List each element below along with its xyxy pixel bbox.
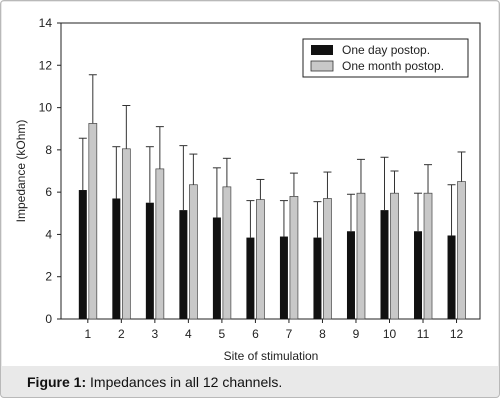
bar-one-day-site-6	[246, 237, 255, 319]
x-tick-label: 11	[417, 327, 430, 341]
y-tick-label: 6	[45, 185, 52, 199]
bar-one-day-site-11	[414, 231, 423, 319]
caption-label: Figure 1:	[27, 374, 87, 390]
x-tick-label: 7	[286, 327, 293, 341]
bar-one-month-site-7	[289, 196, 299, 320]
x-tick-label: 3	[152, 327, 159, 341]
bar-one-month-site-4	[189, 184, 198, 320]
y-tick-label: 2	[45, 270, 52, 284]
x-tick-label: 6	[252, 327, 259, 341]
legend-label-one-month: One month postop.	[342, 59, 444, 73]
bar-one-month-site-9	[356, 192, 366, 320]
bar-one-month-site-10	[390, 192, 399, 320]
caption-text: Impedances in all 12 channels.	[86, 374, 283, 390]
y-tick-label: 12	[39, 58, 53, 72]
x-tick-label: 5	[219, 327, 226, 341]
chart-panel: 0 2 4 6 8 10 12 14 1 2 3 4 5 6 7 8 9 10 11 12 Impedance (k…	[2, 2, 498, 366]
y-tick-label: 0	[45, 312, 52, 326]
legend-swatch-one-month	[310, 60, 334, 72]
x-tick-label: 9	[353, 327, 360, 341]
bar-one-month-site-8	[323, 198, 332, 320]
bar-one-day-site-10	[380, 210, 389, 319]
x-tick-label: 10	[383, 327, 397, 341]
legend: One day postop. One month postop.	[302, 38, 469, 78]
y-tick-label: 10	[39, 101, 53, 115]
bar-one-day-site-9	[346, 231, 355, 319]
bar-one-month-site-3	[155, 168, 165, 320]
bar-one-day-site-8	[313, 237, 322, 319]
x-tick-label: 1	[84, 327, 91, 341]
bar-one-month-site-5	[222, 186, 232, 320]
bar-one-day-site-7	[279, 236, 288, 319]
bar-one-day-site-12	[447, 235, 456, 319]
x-tick-label: 2	[118, 327, 125, 341]
x-tick-label: 8	[319, 327, 326, 341]
legend-swatch-one-day	[311, 45, 333, 55]
x-tick-label: 4	[185, 327, 192, 341]
x-tick-label: 12	[450, 327, 464, 341]
bar-one-day-site-5	[212, 217, 221, 319]
bar-one-month-site-12	[457, 181, 466, 320]
y-axis-label: Impedance (kOhm)	[14, 120, 28, 223]
bar-one-day-site-2	[112, 198, 121, 319]
bar-one-month-site-6	[256, 199, 265, 320]
bar-one-day-site-1	[78, 190, 87, 319]
bar-one-month-site-11	[423, 192, 433, 320]
figure-caption: Figure 1: Impedances in all 12 channels.	[27, 374, 282, 390]
bar-one-month-site-2	[121, 148, 131, 320]
bar-one-month-site-1	[88, 123, 98, 320]
y-tick-label: 14	[39, 16, 53, 30]
x-axis-label: Site of stimulation	[224, 349, 319, 363]
y-tick-label: 8	[45, 143, 52, 157]
y-tick-label: 4	[45, 227, 52, 241]
legend-label-one-day: One day postop.	[342, 43, 430, 57]
bar-one-day-site-3	[145, 202, 154, 319]
bar-one-day-site-4	[179, 210, 188, 319]
